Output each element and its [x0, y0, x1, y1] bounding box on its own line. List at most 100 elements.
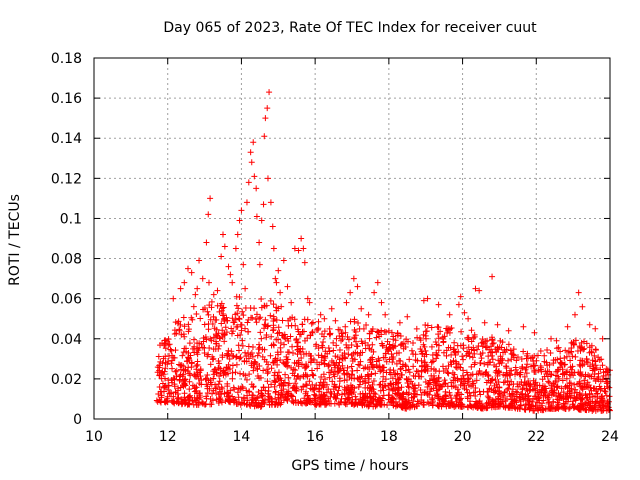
data-point: [380, 387, 387, 394]
data-point: [513, 388, 520, 395]
data-point: [507, 347, 514, 354]
data-point: [212, 381, 219, 388]
data-point: [293, 337, 300, 344]
data-point: [257, 314, 264, 321]
data-point: [360, 365, 367, 372]
data-point: [404, 313, 411, 320]
data-point: [289, 398, 296, 405]
data-point: [465, 315, 472, 322]
data-point: [154, 364, 161, 371]
data-point: [209, 356, 216, 363]
data-point: [396, 319, 403, 326]
data-point: [434, 378, 441, 385]
data-point: [526, 398, 533, 405]
data-point: [153, 397, 160, 404]
data-point: [561, 361, 568, 368]
data-point: [453, 398, 460, 405]
data-point: [159, 360, 166, 367]
data-point: [215, 357, 222, 364]
data-point: [447, 344, 454, 351]
data-point: [210, 375, 217, 382]
data-point: [352, 328, 359, 335]
data-point: [198, 381, 205, 388]
data-point: [563, 369, 570, 376]
data-point: [256, 341, 263, 348]
data-point: [484, 337, 491, 344]
data-point: [592, 358, 599, 365]
y-tick-label: 0: [73, 412, 82, 428]
data-point: [318, 374, 325, 381]
data-point: [436, 400, 443, 407]
data-point: [209, 390, 216, 397]
data-point: [511, 397, 518, 404]
data-point: [369, 341, 376, 348]
data-point: [275, 324, 282, 331]
data-point: [345, 351, 352, 358]
data-point: [332, 317, 339, 324]
data-point: [502, 379, 509, 386]
data-point: [325, 386, 332, 393]
data-point: [253, 213, 260, 220]
data-point: [513, 357, 520, 364]
data-point: [185, 354, 192, 361]
data-point: [557, 348, 564, 355]
data-point: [232, 245, 239, 252]
data-point: [589, 407, 596, 414]
data-point: [257, 374, 264, 381]
data-point: [474, 346, 481, 353]
data-point: [165, 386, 172, 393]
data-point: [181, 323, 188, 330]
data-point: [229, 279, 236, 286]
data-point: [266, 89, 273, 96]
data-point: [358, 373, 365, 380]
data-point: [405, 366, 412, 373]
data-point: [222, 324, 229, 331]
data-point: [266, 399, 273, 406]
x-tick-label: 14: [233, 429, 251, 445]
data-point: [576, 390, 583, 397]
data-point: [210, 291, 217, 298]
data-point: [212, 331, 219, 338]
data-point: [385, 327, 392, 334]
data-point: [306, 378, 313, 385]
data-point: [264, 105, 271, 112]
data-point: [235, 385, 242, 392]
data-point: [165, 382, 172, 389]
data-point: [571, 389, 578, 396]
data-point: [210, 368, 217, 375]
data-point: [586, 390, 593, 397]
data-point: [336, 375, 343, 382]
data-point: [460, 345, 467, 352]
data-point: [410, 363, 417, 370]
data-point: [187, 372, 194, 379]
data-point: [454, 389, 461, 396]
data-point: [566, 404, 573, 411]
data-point: [281, 341, 288, 348]
data-point: [426, 377, 433, 384]
data-point: [530, 377, 537, 384]
data-point: [584, 379, 591, 386]
data-point: [341, 377, 348, 384]
data-point: [458, 376, 465, 383]
data-point: [218, 399, 225, 406]
data-point: [355, 320, 362, 327]
data-point: [466, 390, 473, 397]
data-point: [568, 366, 575, 373]
data-point: [287, 333, 294, 340]
data-point: [218, 307, 225, 314]
data-point: [321, 328, 328, 335]
data-point: [172, 388, 179, 395]
data-point: [166, 352, 173, 359]
y-axis-title: ROTI / TECUs: [7, 194, 23, 286]
data-point: [349, 355, 356, 362]
data-point: [163, 397, 170, 404]
data-point: [586, 382, 593, 389]
data-point: [251, 173, 258, 180]
data-point: [203, 395, 210, 402]
data-point: [351, 318, 358, 325]
data-point: [318, 354, 325, 361]
data-point: [376, 333, 383, 340]
data-point: [185, 321, 192, 328]
data-point: [270, 315, 277, 322]
